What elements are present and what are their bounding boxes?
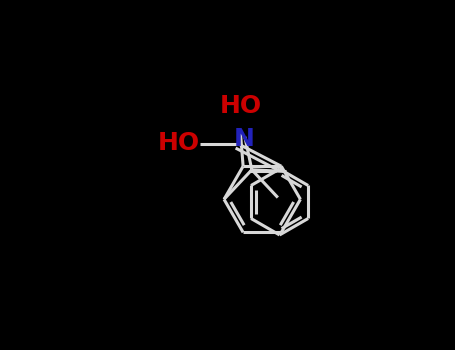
Text: HO: HO <box>219 93 262 118</box>
Text: N: N <box>234 127 255 152</box>
Text: HO: HO <box>158 131 200 155</box>
